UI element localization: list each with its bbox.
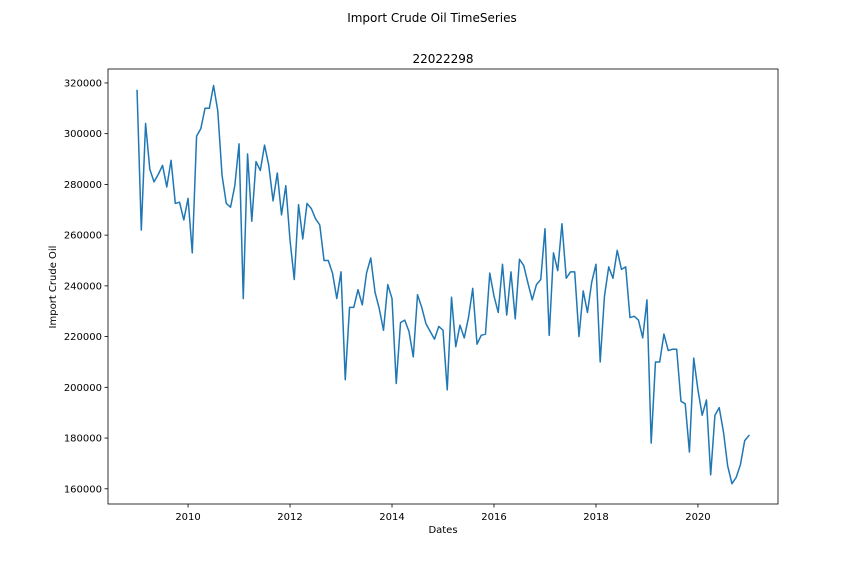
chart-title: 22022298 [412,52,473,66]
y-tick: 260000 [64,231,108,242]
y-tick-label: 200000 [64,383,102,394]
y-tick: 320000 [64,78,108,89]
plot-axes: 2010 2012 2014 2016 2018 2020 160000 180000 200… [64,68,779,523]
chart-suptitle: Import Crude Oil TimeSeries [347,11,517,25]
x-tick: 2020 [685,504,711,523]
x-axis-label: Dates [428,525,457,536]
y-tick: 280000 [64,180,108,191]
y-axis-ticks: 160000 180000 200000 220000 240000 260000 2800… [64,78,108,495]
y-tick-label: 240000 [64,281,102,292]
y-tick-label: 300000 [64,129,102,140]
x-tick: 2014 [379,504,405,523]
y-tick-label: 220000 [64,332,102,343]
x-tick-label: 2016 [481,512,506,523]
series-line [136,84,750,485]
x-tick: 2016 [481,504,507,523]
x-axis-ticks: 2010 2012 2014 2016 2018 2020 [175,504,711,523]
y-tick-label: 280000 [64,180,102,191]
x-tick-label: 2014 [379,512,404,523]
y-tick: 220000 [64,332,108,343]
y-tick: 180000 [64,434,108,445]
x-tick-label: 2018 [583,512,608,523]
y-tick: 240000 [64,281,108,292]
x-tick: 2018 [583,504,609,523]
y-tick-label: 260000 [64,231,102,242]
x-tick-label: 2010 [175,512,200,523]
y-axis-label: Import Crude Oil [48,246,59,329]
y-tick: 160000 [64,484,108,495]
x-tick: 2010 [175,504,201,523]
y-tick: 300000 [64,129,108,140]
y-tick-label: 320000 [64,78,102,89]
y-tick-label: 180000 [64,434,102,445]
x-tick: 2012 [277,504,303,523]
y-tick: 200000 [64,383,108,394]
y-tick-label: 160000 [64,484,102,495]
plot-frame [107,68,779,505]
x-tick-label: 2020 [685,512,710,523]
plot-area [108,69,778,504]
x-tick-label: 2012 [277,512,302,523]
